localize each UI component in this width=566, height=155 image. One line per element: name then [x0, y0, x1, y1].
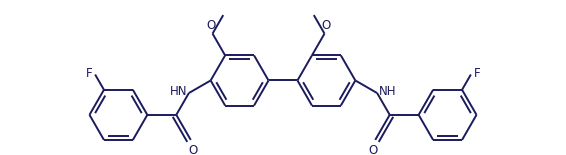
Text: F: F	[473, 67, 480, 80]
Text: HN: HN	[170, 85, 187, 98]
Text: O: O	[368, 144, 378, 155]
Text: NH: NH	[379, 85, 396, 98]
Text: F: F	[86, 67, 93, 80]
Text: O: O	[207, 19, 216, 32]
Text: O: O	[321, 19, 331, 32]
Text: O: O	[188, 144, 198, 155]
